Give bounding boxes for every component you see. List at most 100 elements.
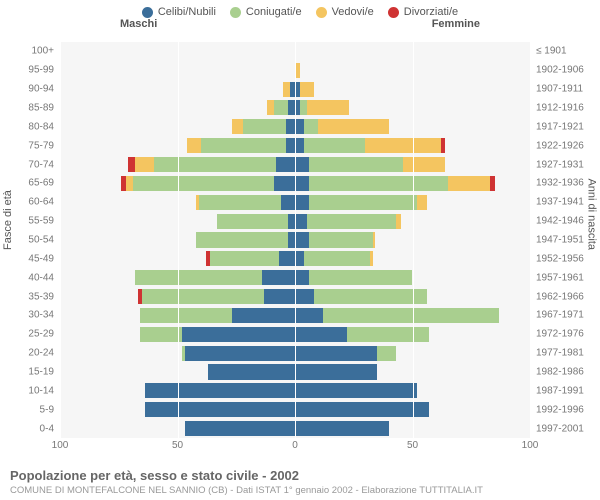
birth-year-label: 1982-1986 [536, 366, 584, 377]
segment-celibi [295, 138, 304, 153]
female-label: Femmine [432, 18, 480, 30]
age-band-label: 40-44 [28, 272, 54, 283]
segment-celibi [185, 421, 295, 436]
legend-label: Divorziati/e [404, 6, 458, 18]
segment-celibi [208, 364, 295, 379]
legend-label: Coniugati/e [246, 6, 302, 18]
segment-celibi [295, 119, 304, 134]
birth-year-label: 1952-1956 [536, 253, 584, 264]
segment-coniugati [196, 232, 288, 247]
birth-year-label: 1927-1931 [536, 159, 584, 170]
segment-celibi [281, 195, 295, 210]
birth-year-label: 1937-1941 [536, 197, 584, 208]
segment-vedovi [300, 82, 314, 97]
segment-vedovi [126, 176, 133, 191]
segment-celibi [295, 364, 377, 379]
birth-year-label: 1972-1976 [536, 329, 584, 340]
birth-year-label: 1907-1911 [536, 84, 583, 95]
segment-celibi [295, 176, 309, 191]
segment-coniugati [133, 176, 274, 191]
segment-celibi [145, 383, 295, 398]
segment-coniugati [217, 214, 288, 229]
chart-footer: Popolazione per età, sesso e stato civil… [10, 468, 590, 496]
segment-coniugati [243, 119, 285, 134]
legend-item: Celibi/Nubili [142, 6, 216, 18]
segment-vedovi [417, 195, 426, 210]
legend-label: Celibi/Nubili [158, 6, 216, 18]
yaxis-right-title: Anni di nascita [586, 178, 598, 250]
segment-celibi [182, 327, 295, 342]
segment-celibi [295, 157, 309, 172]
segment-coniugati [135, 270, 262, 285]
x-axis: 10050050100 [60, 440, 530, 454]
segment-celibi [264, 289, 295, 304]
segment-coniugati [274, 100, 288, 115]
x-tick-label: 0 [292, 440, 298, 451]
segment-vedovi [365, 138, 440, 153]
birth-year-label: 1987-1991 [536, 385, 584, 396]
segment-celibi [295, 346, 377, 361]
segment-coniugati [199, 195, 281, 210]
x-tick-label: 100 [522, 440, 539, 451]
segment-coniugati [309, 195, 417, 210]
segment-vedovi [187, 138, 201, 153]
segment-vedovi [307, 100, 349, 115]
birth-year-label: 1942-1946 [536, 216, 584, 227]
legend-item: Divorziati/e [388, 6, 458, 18]
age-band-label: 30-34 [28, 310, 54, 321]
age-band-label: 15-19 [28, 366, 54, 377]
birth-year-label: 1947-1951 [536, 234, 584, 245]
legend-label: Vedovi/e [332, 6, 374, 18]
segment-coniugati [314, 289, 427, 304]
birth-year-label: 1992-1996 [536, 404, 584, 415]
age-band-label: 90-94 [28, 84, 54, 95]
legend-item: Coniugati/e [230, 6, 302, 18]
segment-celibi [295, 402, 429, 417]
birth-year-label: 1917-1921 [536, 121, 584, 132]
age-band-label: 45-49 [28, 253, 54, 264]
segment-vedovi [232, 119, 244, 134]
birth-year-label: 1932-1936 [536, 178, 584, 189]
segment-celibi [295, 308, 323, 323]
footer-subtitle: COMUNE DI MONTEFALCONE NEL SANNIO (CB) -… [10, 485, 590, 496]
population-pyramid-chart: Celibi/Nubili Coniugati/e Vedovi/e Divor… [0, 0, 600, 500]
segment-coniugati [304, 119, 318, 134]
birth-year-label: 1912-1916 [536, 102, 584, 113]
segment-coniugati [309, 270, 412, 285]
segment-coniugati [210, 251, 278, 266]
birth-year-label: 1997-2001 [536, 423, 584, 434]
segment-celibi [295, 214, 307, 229]
legend-swatch [316, 7, 327, 18]
segment-celibi [145, 402, 295, 417]
segment-coniugati [323, 308, 499, 323]
gender-labels: Maschi Femmine [0, 18, 600, 36]
segment-vedovi [403, 157, 445, 172]
age-band-label: 50-54 [28, 234, 54, 245]
legend-item: Vedovi/e [316, 6, 374, 18]
segment-vedovi [373, 232, 375, 247]
segment-vedovi [448, 176, 490, 191]
x-tick-label: 50 [172, 440, 183, 451]
age-band-label: 70-74 [28, 159, 54, 170]
x-tick-label: 100 [52, 440, 69, 451]
segment-vedovi [370, 251, 372, 266]
segment-celibi [288, 214, 295, 229]
segment-coniugati [309, 232, 372, 247]
segment-celibi [286, 119, 295, 134]
segment-divorziati [128, 157, 135, 172]
gridline [295, 42, 296, 438]
segment-celibi [295, 195, 309, 210]
legend-swatch [230, 7, 241, 18]
segment-divorziati [490, 176, 495, 191]
age-band-label: 60-64 [28, 197, 54, 208]
age-band-label: 100+ [31, 46, 54, 57]
segment-celibi [288, 232, 295, 247]
segment-celibi [295, 289, 314, 304]
segment-coniugati [300, 100, 307, 115]
segment-celibi [295, 421, 389, 436]
age-band-label: 5-9 [40, 404, 54, 415]
segment-vedovi [396, 214, 401, 229]
birth-year-label: 1922-1926 [536, 140, 584, 151]
segment-celibi [286, 138, 295, 153]
age-band-label: 65-69 [28, 178, 54, 189]
